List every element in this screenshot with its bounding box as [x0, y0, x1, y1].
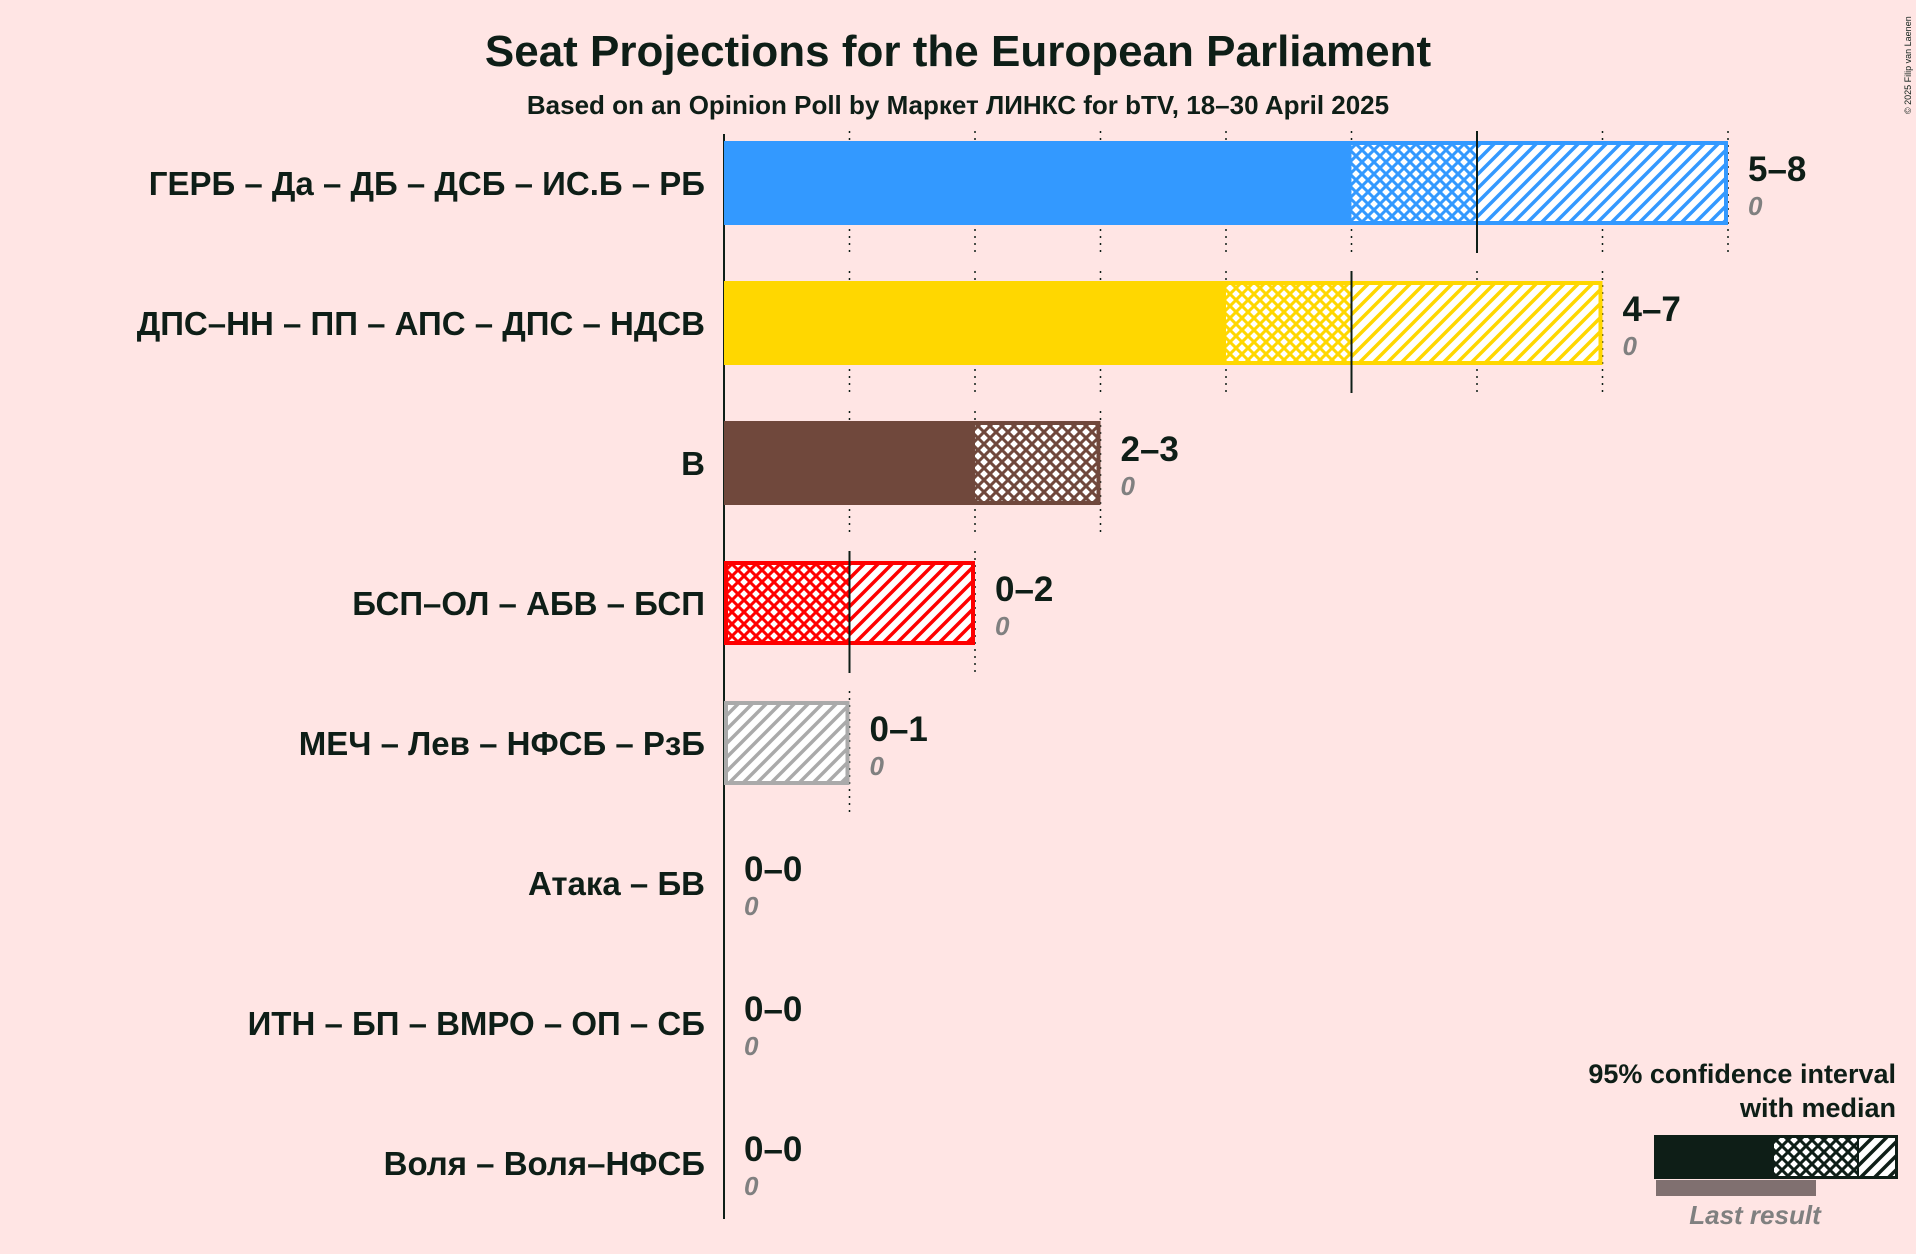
- last-result-label: 0: [870, 751, 885, 781]
- range-label: 2–3: [1121, 430, 1179, 469]
- legend-line-1: 95% confidence interval: [1588, 1059, 1896, 1089]
- legend-diagonal: [1858, 1135, 1898, 1179]
- bar-ci-upper: [975, 421, 1101, 505]
- range-label: 0–0: [744, 1130, 802, 1169]
- copyright-note: © 2025 Filip van Laenen: [1903, 16, 1913, 114]
- range-label: 5–8: [1748, 150, 1806, 189]
- bar-ci-lower: [724, 561, 850, 645]
- legend: 95% confidence interval with median Last…: [1588, 1059, 1898, 1230]
- range-label: 0–0: [744, 990, 802, 1029]
- bar-ci-upper: [724, 701, 850, 785]
- bar-outline: [724, 421, 1101, 505]
- legend-last-result: Last result: [1689, 1200, 1822, 1230]
- chart-title: Seat Projections for the European Parlia…: [485, 27, 1432, 76]
- last-result-label: 0: [1748, 191, 1763, 221]
- bar-ci-upper: [1351, 281, 1603, 365]
- bar-ci-lower: [1351, 141, 1477, 225]
- bar-outline: [724, 281, 1603, 365]
- party-label: Атака – БВ: [528, 865, 705, 902]
- bar-ci-upper: [849, 561, 975, 645]
- last-result-label: 0: [1121, 471, 1136, 501]
- legend-line-2: with median: [1739, 1093, 1896, 1123]
- legend-solid: [1654, 1135, 1774, 1179]
- range-label: 0–1: [870, 710, 928, 749]
- party-label: В: [681, 445, 705, 482]
- party-label: Воля – Воля–НФСБ: [384, 1145, 705, 1182]
- last-result-label: 0: [744, 891, 759, 921]
- party-label: БСП–ОЛ – АБВ – БСП: [352, 585, 705, 622]
- party-label: МЕЧ – Лев – НФСБ – РзБ: [299, 725, 705, 762]
- labels: ГЕРБ – Да – ДБ – ДСБ – ИС.Б – РБ 5–80ДПС–…: [137, 150, 1807, 1201]
- range-label: 0–2: [995, 570, 1053, 609]
- chart-subtitle: Based on an Opinion Poll by Маркет ЛИНКС…: [527, 90, 1389, 120]
- bar-solid: [724, 141, 1352, 225]
- legend-outline: [1654, 1135, 1898, 1179]
- legend-last-result-bar: [1656, 1180, 1816, 1196]
- last-result-label: 0: [1623, 331, 1638, 361]
- bars: [724, 131, 1728, 785]
- bar-solid: [724, 281, 1226, 365]
- bar-outline: [724, 141, 1728, 225]
- range-label: 4–7: [1623, 290, 1681, 329]
- bar-ci-lower: [1226, 281, 1352, 365]
- legend-crosshatch: [1774, 1135, 1858, 1179]
- bar-outline: [724, 701, 850, 785]
- last-result-label: 0: [995, 611, 1010, 641]
- party-label: ГЕРБ – Да – ДБ – ДСБ – ИС.Б – РБ: [149, 165, 705, 202]
- bar-solid: [724, 421, 975, 505]
- last-result-label: 0: [744, 1031, 759, 1061]
- last-result-label: 0: [744, 1171, 759, 1201]
- party-label: ДПС–НН – ПП – АПС – ДПС – НДСВ: [137, 305, 705, 342]
- bar-ci-upper: [1477, 141, 1728, 225]
- party-label: ИТН – БП – ВМРО – ОП – СБ: [248, 1005, 705, 1042]
- range-label: 0–0: [744, 850, 802, 889]
